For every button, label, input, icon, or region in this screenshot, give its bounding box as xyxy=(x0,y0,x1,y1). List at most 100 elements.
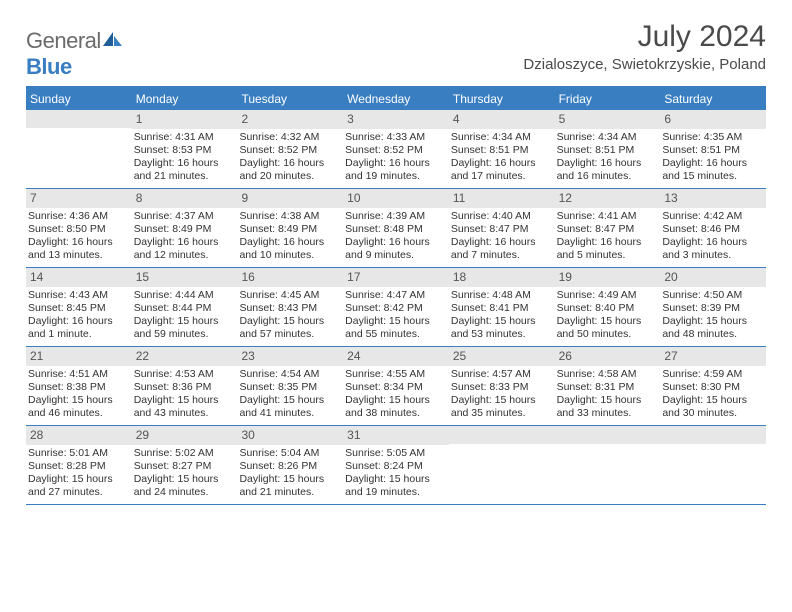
day-content: Sunrise: 5:02 AMSunset: 8:27 PMDaylight:… xyxy=(132,445,238,504)
sunrise-text: Sunrise: 4:34 AM xyxy=(451,131,553,144)
day-number: 18 xyxy=(449,268,555,287)
sunset-text: Sunset: 8:49 PM xyxy=(134,223,236,236)
daylight-text: Daylight: 15 hours and 43 minutes. xyxy=(134,394,236,420)
day-content: Sunrise: 4:33 AMSunset: 8:52 PMDaylight:… xyxy=(343,129,449,188)
day-content: Sunrise: 4:49 AMSunset: 8:40 PMDaylight:… xyxy=(555,287,661,346)
day-number: 8 xyxy=(132,189,238,208)
daylight-text: Daylight: 15 hours and 21 minutes. xyxy=(239,473,341,499)
calendar: Sunday Monday Tuesday Wednesday Thursday… xyxy=(26,86,766,505)
day-number: 6 xyxy=(660,110,766,129)
day-content: Sunrise: 4:42 AMSunset: 8:46 PMDaylight:… xyxy=(660,208,766,267)
sunrise-text: Sunrise: 4:51 AM xyxy=(28,368,130,381)
week-row: 1Sunrise: 4:31 AMSunset: 8:53 PMDaylight… xyxy=(26,110,766,189)
day-cell: 17Sunrise: 4:47 AMSunset: 8:42 PMDayligh… xyxy=(343,268,449,346)
day-cell: 12Sunrise: 4:41 AMSunset: 8:47 PMDayligh… xyxy=(555,189,661,267)
sunset-text: Sunset: 8:46 PM xyxy=(662,223,764,236)
day-content: Sunrise: 5:01 AMSunset: 8:28 PMDaylight:… xyxy=(26,445,132,504)
daylight-text: Daylight: 15 hours and 41 minutes. xyxy=(239,394,341,420)
weekday-wednesday: Wednesday xyxy=(343,88,449,110)
day-cell: 27Sunrise: 4:59 AMSunset: 8:30 PMDayligh… xyxy=(660,347,766,425)
day-number: 25 xyxy=(449,347,555,366)
day-cell: 20Sunrise: 4:50 AMSunset: 8:39 PMDayligh… xyxy=(660,268,766,346)
sunset-text: Sunset: 8:36 PM xyxy=(134,381,236,394)
header: General Blue July 2024 Dzialoszyce, Swie… xyxy=(26,20,766,80)
day-content: Sunrise: 4:38 AMSunset: 8:49 PMDaylight:… xyxy=(237,208,343,267)
daylight-text: Daylight: 16 hours and 3 minutes. xyxy=(662,236,764,262)
day-number xyxy=(660,426,766,444)
day-cell: 2Sunrise: 4:32 AMSunset: 8:52 PMDaylight… xyxy=(237,110,343,188)
day-cell xyxy=(660,426,766,504)
day-content: Sunrise: 4:35 AMSunset: 8:51 PMDaylight:… xyxy=(660,129,766,188)
sunset-text: Sunset: 8:52 PM xyxy=(345,144,447,157)
sunrise-text: Sunrise: 4:43 AM xyxy=(28,289,130,302)
day-content: Sunrise: 4:54 AMSunset: 8:35 PMDaylight:… xyxy=(237,366,343,425)
day-number: 14 xyxy=(26,268,132,287)
week-row: 21Sunrise: 4:51 AMSunset: 8:38 PMDayligh… xyxy=(26,347,766,426)
day-cell: 25Sunrise: 4:57 AMSunset: 8:33 PMDayligh… xyxy=(449,347,555,425)
sunrise-text: Sunrise: 4:57 AM xyxy=(451,368,553,381)
day-number: 23 xyxy=(237,347,343,366)
daylight-text: Daylight: 15 hours and 27 minutes. xyxy=(28,473,130,499)
day-cell: 23Sunrise: 4:54 AMSunset: 8:35 PMDayligh… xyxy=(237,347,343,425)
daylight-text: Daylight: 15 hours and 55 minutes. xyxy=(345,315,447,341)
sunset-text: Sunset: 8:47 PM xyxy=(557,223,659,236)
sunset-text: Sunset: 8:33 PM xyxy=(451,381,553,394)
day-content: Sunrise: 4:47 AMSunset: 8:42 PMDaylight:… xyxy=(343,287,449,346)
day-cell: 26Sunrise: 4:58 AMSunset: 8:31 PMDayligh… xyxy=(555,347,661,425)
day-cell xyxy=(449,426,555,504)
daylight-text: Daylight: 16 hours and 7 minutes. xyxy=(451,236,553,262)
daylight-text: Daylight: 15 hours and 53 minutes. xyxy=(451,315,553,341)
daylight-text: Daylight: 16 hours and 16 minutes. xyxy=(557,157,659,183)
day-cell: 22Sunrise: 4:53 AMSunset: 8:36 PMDayligh… xyxy=(132,347,238,425)
sunset-text: Sunset: 8:40 PM xyxy=(557,302,659,315)
sunset-text: Sunset: 8:38 PM xyxy=(28,381,130,394)
sunrise-text: Sunrise: 5:05 AM xyxy=(345,447,447,460)
day-number: 1 xyxy=(132,110,238,129)
day-cell xyxy=(555,426,661,504)
day-number: 24 xyxy=(343,347,449,366)
day-cell: 5Sunrise: 4:34 AMSunset: 8:51 PMDaylight… xyxy=(555,110,661,188)
day-cell: 30Sunrise: 5:04 AMSunset: 8:26 PMDayligh… xyxy=(237,426,343,504)
daylight-text: Daylight: 15 hours and 35 minutes. xyxy=(451,394,553,420)
day-cell: 4Sunrise: 4:34 AMSunset: 8:51 PMDaylight… xyxy=(449,110,555,188)
daylight-text: Daylight: 15 hours and 24 minutes. xyxy=(134,473,236,499)
day-number: 10 xyxy=(343,189,449,208)
day-number: 12 xyxy=(555,189,661,208)
day-content: Sunrise: 4:44 AMSunset: 8:44 PMDaylight:… xyxy=(132,287,238,346)
sunset-text: Sunset: 8:28 PM xyxy=(28,460,130,473)
day-content: Sunrise: 4:53 AMSunset: 8:36 PMDaylight:… xyxy=(132,366,238,425)
day-number: 19 xyxy=(555,268,661,287)
daylight-text: Daylight: 15 hours and 33 minutes. xyxy=(557,394,659,420)
daylight-text: Daylight: 15 hours and 19 minutes. xyxy=(345,473,447,499)
sunset-text: Sunset: 8:26 PM xyxy=(239,460,341,473)
day-number: 27 xyxy=(660,347,766,366)
day-number xyxy=(555,426,661,444)
location-text: Dzialoszyce, Swietokrzyskie, Poland xyxy=(523,56,766,73)
sunrise-text: Sunrise: 5:01 AM xyxy=(28,447,130,460)
sunset-text: Sunset: 8:50 PM xyxy=(28,223,130,236)
logo-text-blue: Blue xyxy=(26,54,72,79)
sunrise-text: Sunrise: 4:50 AM xyxy=(662,289,764,302)
sunset-text: Sunset: 8:30 PM xyxy=(662,381,764,394)
sunset-text: Sunset: 8:52 PM xyxy=(239,144,341,157)
day-number xyxy=(26,110,132,128)
month-title: July 2024 xyxy=(523,20,766,54)
day-content: Sunrise: 5:05 AMSunset: 8:24 PMDaylight:… xyxy=(343,445,449,504)
sunrise-text: Sunrise: 4:42 AM xyxy=(662,210,764,223)
day-cell: 7Sunrise: 4:36 AMSunset: 8:50 PMDaylight… xyxy=(26,189,132,267)
weekday-friday: Friday xyxy=(555,88,661,110)
sunrise-text: Sunrise: 4:31 AM xyxy=(134,131,236,144)
sunrise-text: Sunrise: 5:02 AM xyxy=(134,447,236,460)
day-cell: 28Sunrise: 5:01 AMSunset: 8:28 PMDayligh… xyxy=(26,426,132,504)
daylight-text: Daylight: 16 hours and 15 minutes. xyxy=(662,157,764,183)
sunset-text: Sunset: 8:51 PM xyxy=(662,144,764,157)
sunset-text: Sunset: 8:31 PM xyxy=(557,381,659,394)
day-cell: 8Sunrise: 4:37 AMSunset: 8:49 PMDaylight… xyxy=(132,189,238,267)
sunset-text: Sunset: 8:51 PM xyxy=(557,144,659,157)
sunset-text: Sunset: 8:44 PM xyxy=(134,302,236,315)
sunset-text: Sunset: 8:51 PM xyxy=(451,144,553,157)
sunset-text: Sunset: 8:45 PM xyxy=(28,302,130,315)
day-content: Sunrise: 4:57 AMSunset: 8:33 PMDaylight:… xyxy=(449,366,555,425)
sunrise-text: Sunrise: 4:45 AM xyxy=(239,289,341,302)
day-content: Sunrise: 4:31 AMSunset: 8:53 PMDaylight:… xyxy=(132,129,238,188)
